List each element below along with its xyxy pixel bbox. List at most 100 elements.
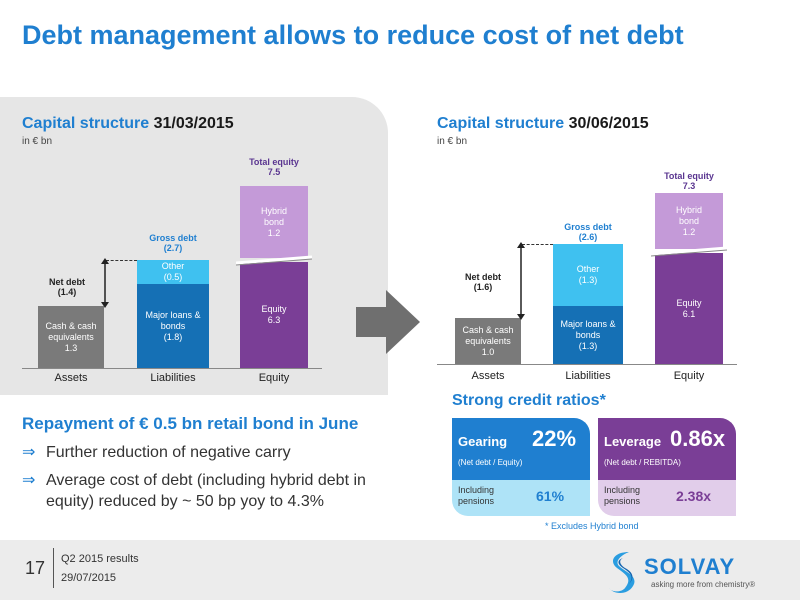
right-hybrid-value: 1.2: [682, 226, 696, 237]
gearing-box: Gearing 22% (Net debt / Equity): [452, 418, 590, 480]
right-loans-value: (1.3): [578, 340, 598, 351]
right-gross-debt-label: Gross debt: [564, 222, 612, 232]
left-xlabel-assets: Assets: [54, 372, 88, 384]
brand-tagline: asking more from chemistry®: [651, 580, 756, 589]
footer-date: 29/07/2015: [61, 572, 117, 584]
left-chart-title: Capital structure 31/03/2015: [22, 115, 234, 133]
footer-report: Q2 2015 results: [61, 553, 139, 565]
bullet-1-text: Further reduction of negative carry: [46, 444, 291, 461]
left-gross-debt: Gross debt (2.7): [135, 233, 211, 253]
right-assets-label: Cash & cash equivalents: [462, 324, 514, 346]
left-other-value: (0.5): [163, 272, 183, 282]
left-other-bar: Other (0.5): [137, 260, 209, 284]
left-equity-label: Equity: [261, 304, 287, 314]
right-equity-label: Equity: [676, 297, 702, 308]
left-x-axis: [22, 368, 322, 369]
transition-arrow-icon: [356, 290, 420, 354]
leverage-value: 0.86x: [670, 426, 726, 451]
right-other-label: Other: [576, 264, 600, 274]
right-other-value: (1.3): [578, 275, 598, 285]
credit-heading: Strong credit ratios*: [452, 392, 606, 409]
left-axis-break-icon: [236, 255, 312, 266]
left-chart-date: 31/03/2015: [153, 115, 234, 132]
left-total-equity: Total equity 7.5: [236, 157, 312, 177]
left-net-debt-arrow-icon: [101, 258, 109, 308]
left-assets-label: Cash & cash equivalents: [45, 320, 97, 342]
right-x-axis: [437, 364, 737, 365]
gearing-pensions-box: Including pensions 61%: [452, 480, 590, 516]
left-equity-value: 6.3: [267, 315, 281, 325]
right-gross-debt-value: (2.6): [578, 232, 598, 242]
left-net-debt-label: Net debt: [49, 277, 85, 287]
left-hybrid-value: 1.2: [267, 227, 281, 238]
right-hybrid-label: Hybrid bond: [675, 204, 702, 226]
bullet-arrow-icon: ⇒: [22, 472, 36, 489]
gearing-pensions-value: 61%: [536, 488, 565, 504]
right-gross-debt: Gross debt (2.6): [550, 222, 626, 242]
right-net-debt-arrow-icon: [517, 242, 525, 320]
right-total-equity: Total equity 7.3: [651, 171, 727, 191]
left-equity-bar: Equity 6.3: [240, 262, 308, 368]
credit-footnote: * Excludes Hybrid bond: [545, 521, 639, 531]
left-xlabel-equity: Equity: [258, 372, 290, 384]
bullet-arrow-icon: ⇒: [22, 444, 36, 461]
right-chart-date: 30/06/2015: [568, 115, 649, 132]
right-xlabel-liabilities: Liabilities: [565, 370, 611, 382]
gearing-sub: (Net debt / Equity): [458, 458, 523, 467]
left-loans-label: Major loans & bonds: [145, 309, 201, 331]
left-loans-bar: Major loans & bonds (1.8): [137, 284, 209, 368]
right-net-debt: Net debt (1.6): [458, 272, 508, 292]
right-total-equity-value: 7.3: [682, 181, 696, 191]
left-assets-bar: Cash & cash equivalents 1.3: [38, 306, 104, 368]
left-net-debt-value: (1.4): [57, 287, 77, 297]
right-assets-bar: Cash & cash equivalents 1.0: [455, 318, 521, 364]
gearing-value: 22%: [532, 426, 577, 451]
solvay-logo-icon: [609, 552, 635, 593]
right-equity-value: 6.1: [682, 308, 696, 319]
right-loans-label: Major loans & bonds: [560, 318, 616, 340]
right-net-debt-label: Net debt: [465, 272, 501, 282]
right-chart-title: Capital structure 30/06/2015: [437, 115, 649, 133]
right-hybrid-bar: Hybrid bond 1.2: [655, 193, 723, 249]
repayment-heading: Repayment of € 0.5 bn retail bond in Jun…: [22, 414, 359, 433]
left-total-equity-label: Total equity: [249, 157, 299, 167]
left-hybrid-bar: Hybrid bond 1.2: [240, 186, 308, 258]
footer-divider: [53, 548, 54, 588]
right-chart-title-blue: Capital structure: [437, 115, 565, 132]
bullet-2-text: Average cost of debt (including hybrid d…: [46, 472, 366, 510]
left-assets-value: 1.3: [64, 342, 78, 353]
left-total-equity-value: 7.5: [267, 167, 281, 177]
right-equity-bar: Equity 6.1: [655, 253, 723, 364]
gearing-label: Gearing: [458, 434, 508, 449]
leverage-label: Leverage: [604, 434, 662, 449]
leverage-pensions-box: Including pensions 2.38x: [598, 480, 736, 516]
page-title: Debt management allows to reduce cost of…: [22, 20, 684, 50]
leverage-box: Leverage 0.86x (Net debt / REBITDA): [598, 418, 736, 480]
left-chart-unit: in € bn: [22, 136, 53, 147]
right-xlabel-assets: Assets: [471, 370, 505, 382]
right-net-debt-value: (1.6): [473, 282, 493, 292]
left-other-label: Other: [161, 261, 185, 271]
right-dashed-line: [522, 244, 553, 245]
left-dashed-line: [106, 260, 137, 261]
right-loans-bar: Major loans & bonds (1.3): [553, 306, 623, 364]
gearing-pensions-label: Including pensions: [458, 485, 495, 506]
leverage-sub: (Net debt / REBITDA): [604, 458, 681, 467]
left-gross-debt-label: Gross debt: [149, 233, 197, 243]
left-gross-debt-value: (2.7): [163, 243, 183, 253]
footer-bar: [0, 540, 800, 600]
left-chart-title-blue: Capital structure: [22, 115, 150, 132]
right-chart-unit: in € bn: [437, 136, 468, 147]
left-net-debt: Net debt (1.4): [42, 277, 92, 297]
bullet-1: ⇒ Further reduction of negative carry: [22, 442, 382, 463]
left-xlabel-liabilities: Liabilities: [150, 372, 196, 384]
left-loans-value: (1.8): [163, 331, 183, 342]
right-xlabel-equity: Equity: [673, 370, 705, 382]
right-other-bar: Other (1.3): [553, 244, 623, 306]
leverage-pensions-value: 2.38x: [676, 488, 712, 504]
page-number: 17: [25, 558, 46, 578]
leverage-pensions-label: Including pensions: [604, 485, 641, 506]
right-assets-value: 1.0: [481, 346, 495, 357]
bullet-2: ⇒ Average cost of debt (including hybrid …: [22, 470, 382, 512]
left-hybrid-label: Hybrid bond: [260, 205, 287, 227]
